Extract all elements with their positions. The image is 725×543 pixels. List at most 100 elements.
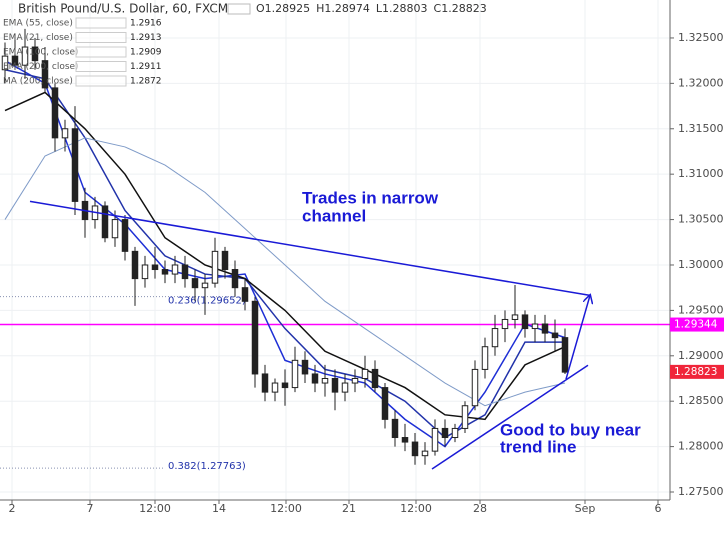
candle-body [251,300,259,375]
chart-title: British Pound/U.S. Dollar, 60, FXCM [18,2,228,16]
candle-body [321,377,329,384]
price-label-box [670,317,724,332]
candle-body [211,250,219,284]
candle-body [41,60,49,89]
legend-icons [75,17,127,29]
trend-line [565,295,590,380]
candle-body [261,373,269,393]
candle-body [541,323,549,334]
candle-body [221,250,229,271]
y-tick-label: 1.28500 [678,394,724,407]
y-tick-label: 1.29000 [678,349,724,362]
legend-label: EMA (21, close) [3,33,73,43]
moving-average [4,69,565,439]
candle-body [341,382,349,393]
y-tick-label: 1.30500 [678,213,724,226]
x-tick-label: 2 [9,502,16,515]
candle-body [311,373,319,384]
y-tick-label: 1.29500 [678,303,724,316]
price-label: 1.28823 [674,366,717,378]
legend-value: 1.2909 [130,48,162,58]
legend-label: EMA (200, close) [3,62,79,72]
candle-body [281,382,289,389]
candle-body [51,87,59,139]
candle-body [101,205,109,239]
candle-body [371,368,379,389]
candle-body [461,405,469,429]
candle-body [441,427,449,439]
legend-icons [75,61,127,72]
fib-label: 0.382(1.27763) [168,461,246,472]
x-tick-label: 12:00 [270,502,302,515]
x-tick-label: 28 [473,502,487,515]
y-tick-label: 1.30000 [678,258,724,271]
legend-label: EMA (55, close) [3,19,73,29]
candle-body [301,359,309,375]
fib-label: 0.236(1.29652) [168,296,246,307]
candle-body [491,328,499,348]
candle-body [511,314,519,320]
x-tick-label: 14 [212,502,226,515]
moving-average [4,137,566,407]
legend-label: MA (200, close) [3,77,73,87]
legend-value: 1.2911 [130,62,162,72]
candle-body [181,264,189,280]
legend-icons [75,32,127,43]
candle-body [351,377,359,384]
y-tick-label: 1.31000 [678,167,724,180]
candle-body [451,427,459,439]
legend-icons [75,46,127,58]
ohlc-value: H1.28974 [316,2,370,15]
candle-body [501,318,509,330]
y-tick-label: 1.32000 [678,76,724,89]
candle-body [331,377,339,393]
candle-body [11,55,19,66]
candle-body [391,418,399,439]
candle-body [521,314,529,330]
legend-value: 1.2872 [130,77,162,87]
candle-body [171,264,179,275]
trend-line [29,200,591,297]
candle-body [1,55,9,71]
x-tick-label: 21 [342,502,356,515]
price-label-box [670,364,724,379]
x-tick-label: Sep [575,502,596,515]
candle-body [71,128,79,202]
candle-body [231,269,239,289]
price-label: 1.29344 [674,319,718,331]
y-tick-label: 1.27500 [678,485,724,498]
candle-body [471,368,479,407]
candle-body [191,278,199,289]
candle-body [121,219,129,252]
candle-body [381,387,389,420]
y-tick-label: 1.31500 [678,122,724,135]
legend-label: EMA (100, close) [3,48,79,58]
candle-body [141,264,149,280]
candle-body [161,269,169,275]
candle-body [131,250,139,280]
candle-body [241,287,249,302]
moving-average [4,91,566,421]
x-tick-label: 12:00 [400,502,432,515]
ohlc-value: O1.28925 [256,2,310,15]
annotation: channel [302,206,366,225]
candle-body [481,346,489,370]
legend-value: 1.2916 [130,19,162,29]
candle-body [111,219,119,239]
candle-body [531,323,539,330]
candle-body [561,337,569,373]
x-tick-label: 7 [87,502,94,515]
candle-body [431,427,439,452]
candle-body [361,368,369,379]
moving-average [4,60,566,448]
annotation: Good to buy near [500,420,641,439]
annotation: trend line [500,437,577,456]
candle-body [271,382,279,393]
ohlc-value: C1.28823 [434,2,487,15]
x-tick-label: 6 [655,502,662,515]
candle-body [61,128,69,139]
candle-body [201,282,209,289]
candle-body [411,441,419,457]
